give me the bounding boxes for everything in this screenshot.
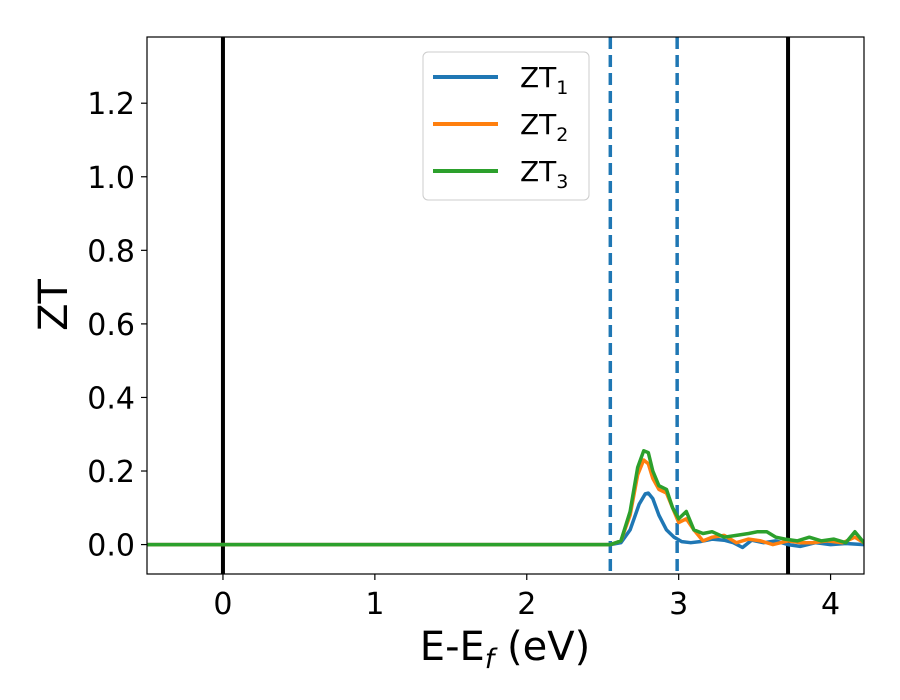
plot-frame [146, 36, 865, 575]
legend-box [422, 51, 590, 201]
y-tick-label: 0.0 [87, 529, 135, 564]
x-tick-label: 3 [669, 587, 688, 622]
y-tick-label: 1.0 [87, 161, 135, 196]
series-line-zt3 [147, 449, 864, 547]
y-axis-label: ZT [31, 279, 77, 331]
x-tick-label: 4 [821, 587, 840, 622]
x-tick-label: 0 [213, 587, 232, 622]
legend-label-zt1: ZT1 [520, 61, 568, 99]
y-tick-label: 0.6 [87, 308, 135, 343]
x-tick-label: 1 [365, 587, 384, 622]
series-line-zt2 [147, 458, 864, 547]
y-tick-label: 0.4 [87, 381, 135, 416]
y-tick-label: 0.8 [87, 234, 135, 269]
x-axis: 0 1 2 3 4 [213, 574, 840, 622]
reference-lines [220, 37, 791, 574]
legend-label-zt2: ZT2 [520, 108, 568, 146]
x-axis-label: E-Ef (eV) [420, 624, 590, 675]
y-axis: 0.0 0.2 0.4 0.6 0.8 1.0 1.2 [87, 87, 147, 564]
series-line-zt1 [147, 491, 864, 550]
x-tick-label: 2 [517, 587, 536, 622]
y-tick-label: 1.2 [87, 87, 135, 122]
legend-label-zt3: ZT3 [520, 155, 568, 193]
y-tick-label: 0.2 [87, 455, 135, 490]
legend: ZT1 ZT2 ZT3 [422, 51, 590, 201]
series-layer [147, 449, 864, 550]
